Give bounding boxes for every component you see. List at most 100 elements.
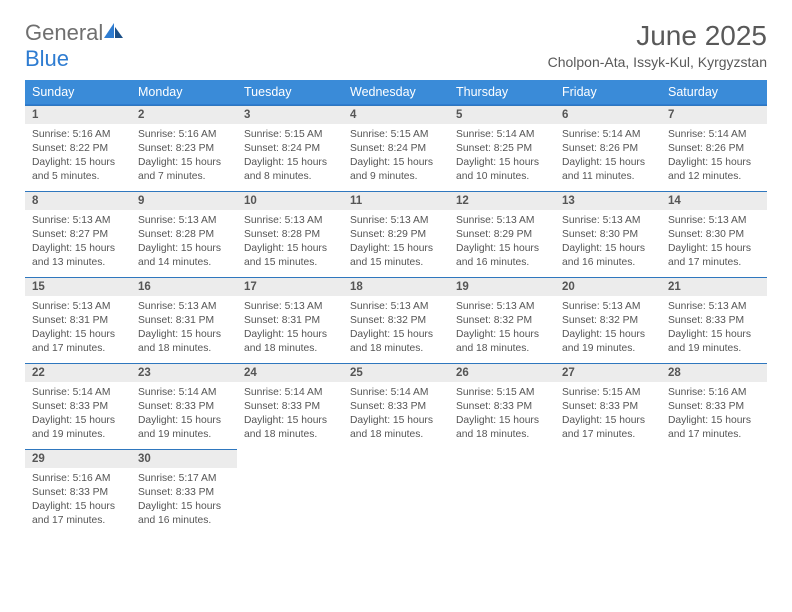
sunrise-label: Sunrise: 5:13 AM bbox=[456, 300, 548, 314]
day-number: 12 bbox=[449, 191, 555, 210]
daylight-label: Daylight: 15 hours and 18 minutes. bbox=[350, 328, 442, 356]
sunrise-label: Sunrise: 5:13 AM bbox=[244, 214, 336, 228]
sunrise-label: Sunrise: 5:13 AM bbox=[138, 300, 230, 314]
day-number: 10 bbox=[237, 191, 343, 210]
day-number: 23 bbox=[131, 363, 237, 382]
daylight-label: Daylight: 15 hours and 11 minutes. bbox=[562, 156, 654, 184]
sunrise-label: Sunrise: 5:14 AM bbox=[562, 128, 654, 142]
sunrise-label: Sunrise: 5:13 AM bbox=[562, 214, 654, 228]
day-number: 22 bbox=[25, 363, 131, 382]
sunrise-label: Sunrise: 5:14 AM bbox=[350, 386, 442, 400]
sunrise-label: Sunrise: 5:14 AM bbox=[668, 128, 760, 142]
sunrise-label: Sunrise: 5:15 AM bbox=[562, 386, 654, 400]
day-number: 17 bbox=[237, 277, 343, 296]
day-body: Sunrise: 5:14 AMSunset: 8:33 PMDaylight:… bbox=[343, 382, 449, 444]
sunset-label: Sunset: 8:24 PM bbox=[244, 142, 336, 156]
sunrise-label: Sunrise: 5:13 AM bbox=[138, 214, 230, 228]
calendar-cell: 21Sunrise: 5:13 AMSunset: 8:33 PMDayligh… bbox=[661, 277, 767, 363]
sunrise-label: Sunrise: 5:13 AM bbox=[350, 300, 442, 314]
daylight-label: Daylight: 15 hours and 17 minutes. bbox=[668, 242, 760, 270]
daylight-label: Daylight: 15 hours and 19 minutes. bbox=[138, 414, 230, 442]
day-number: 9 bbox=[131, 191, 237, 210]
calendar-cell: 2Sunrise: 5:16 AMSunset: 8:23 PMDaylight… bbox=[131, 105, 237, 191]
day-body: Sunrise: 5:16 AMSunset: 8:33 PMDaylight:… bbox=[25, 468, 131, 530]
sunset-label: Sunset: 8:29 PM bbox=[350, 228, 442, 242]
daylight-label: Daylight: 15 hours and 7 minutes. bbox=[138, 156, 230, 184]
day-body: Sunrise: 5:13 AMSunset: 8:28 PMDaylight:… bbox=[237, 210, 343, 272]
calendar-cell: .. bbox=[555, 449, 661, 535]
calendar-cell: 3Sunrise: 5:15 AMSunset: 8:24 PMDaylight… bbox=[237, 105, 343, 191]
sunset-label: Sunset: 8:33 PM bbox=[668, 314, 760, 328]
sunset-label: Sunset: 8:26 PM bbox=[562, 142, 654, 156]
day-number: 18 bbox=[343, 277, 449, 296]
day-number: 5 bbox=[449, 105, 555, 124]
sunrise-label: Sunrise: 5:14 AM bbox=[138, 386, 230, 400]
calendar-cell: 5Sunrise: 5:14 AMSunset: 8:25 PMDaylight… bbox=[449, 105, 555, 191]
day-body: Sunrise: 5:13 AMSunset: 8:30 PMDaylight:… bbox=[661, 210, 767, 272]
day-body: Sunrise: 5:14 AMSunset: 8:33 PMDaylight:… bbox=[25, 382, 131, 444]
sunrise-label: Sunrise: 5:15 AM bbox=[350, 128, 442, 142]
daylight-label: Daylight: 15 hours and 9 minutes. bbox=[350, 156, 442, 184]
day-body: Sunrise: 5:13 AMSunset: 8:29 PMDaylight:… bbox=[343, 210, 449, 272]
day-number: 27 bbox=[555, 363, 661, 382]
calendar-cell: 24Sunrise: 5:14 AMSunset: 8:33 PMDayligh… bbox=[237, 363, 343, 449]
sunset-label: Sunset: 8:32 PM bbox=[562, 314, 654, 328]
day-body: Sunrise: 5:17 AMSunset: 8:33 PMDaylight:… bbox=[131, 468, 237, 530]
day-body: Sunrise: 5:13 AMSunset: 8:33 PMDaylight:… bbox=[661, 296, 767, 358]
weekday-header: Monday bbox=[131, 80, 237, 105]
day-number: 14 bbox=[661, 191, 767, 210]
sunset-label: Sunset: 8:26 PM bbox=[668, 142, 760, 156]
day-number: 20 bbox=[555, 277, 661, 296]
day-body: Sunrise: 5:13 AMSunset: 8:32 PMDaylight:… bbox=[343, 296, 449, 358]
calendar-cell: 6Sunrise: 5:14 AMSunset: 8:26 PMDaylight… bbox=[555, 105, 661, 191]
daylight-label: Daylight: 15 hours and 17 minutes. bbox=[562, 414, 654, 442]
sunset-label: Sunset: 8:33 PM bbox=[138, 400, 230, 414]
day-body: Sunrise: 5:13 AMSunset: 8:31 PMDaylight:… bbox=[25, 296, 131, 358]
day-number: 6 bbox=[555, 105, 661, 124]
daylight-label: Daylight: 15 hours and 19 minutes. bbox=[668, 328, 760, 356]
day-number: 11 bbox=[343, 191, 449, 210]
day-body: Sunrise: 5:16 AMSunset: 8:22 PMDaylight:… bbox=[25, 124, 131, 186]
sunrise-label: Sunrise: 5:15 AM bbox=[456, 386, 548, 400]
daylight-label: Daylight: 15 hours and 15 minutes. bbox=[244, 242, 336, 270]
brand-blue: Blue bbox=[25, 46, 69, 71]
day-number: 15 bbox=[25, 277, 131, 296]
daylight-label: Daylight: 15 hours and 17 minutes. bbox=[668, 414, 760, 442]
sunset-label: Sunset: 8:30 PM bbox=[562, 228, 654, 242]
sunrise-label: Sunrise: 5:13 AM bbox=[32, 300, 124, 314]
page-title: June 2025 bbox=[548, 20, 767, 52]
sunset-label: Sunset: 8:31 PM bbox=[244, 314, 336, 328]
calendar-cell: 13Sunrise: 5:13 AMSunset: 8:30 PMDayligh… bbox=[555, 191, 661, 277]
sunrise-label: Sunrise: 5:16 AM bbox=[32, 472, 124, 486]
day-number: 1 bbox=[25, 105, 131, 124]
sunset-label: Sunset: 8:32 PM bbox=[350, 314, 442, 328]
day-number: 30 bbox=[131, 449, 237, 468]
sunrise-label: Sunrise: 5:13 AM bbox=[668, 300, 760, 314]
daylight-label: Daylight: 15 hours and 18 minutes. bbox=[456, 328, 548, 356]
sunset-label: Sunset: 8:32 PM bbox=[456, 314, 548, 328]
weekday-header: Friday bbox=[555, 80, 661, 105]
calendar-cell: 9Sunrise: 5:13 AMSunset: 8:28 PMDaylight… bbox=[131, 191, 237, 277]
daylight-label: Daylight: 15 hours and 5 minutes. bbox=[32, 156, 124, 184]
day-number: 16 bbox=[131, 277, 237, 296]
weekday-header: Tuesday bbox=[237, 80, 343, 105]
sunrise-label: Sunrise: 5:13 AM bbox=[32, 214, 124, 228]
sunset-label: Sunset: 8:33 PM bbox=[668, 400, 760, 414]
day-number: 13 bbox=[555, 191, 661, 210]
day-body: Sunrise: 5:13 AMSunset: 8:28 PMDaylight:… bbox=[131, 210, 237, 272]
daylight-label: Daylight: 15 hours and 12 minutes. bbox=[668, 156, 760, 184]
day-body: Sunrise: 5:14 AMSunset: 8:26 PMDaylight:… bbox=[555, 124, 661, 186]
sunset-label: Sunset: 8:28 PM bbox=[244, 228, 336, 242]
calendar-cell: .. bbox=[661, 449, 767, 535]
calendar-cell: 26Sunrise: 5:15 AMSunset: 8:33 PMDayligh… bbox=[449, 363, 555, 449]
sunset-label: Sunset: 8:30 PM bbox=[668, 228, 760, 242]
sunset-label: Sunset: 8:29 PM bbox=[456, 228, 548, 242]
calendar-cell: 25Sunrise: 5:14 AMSunset: 8:33 PMDayligh… bbox=[343, 363, 449, 449]
brand-general: General bbox=[25, 20, 103, 45]
day-number: 2 bbox=[131, 105, 237, 124]
weekday-header: Wednesday bbox=[343, 80, 449, 105]
calendar-cell: 30Sunrise: 5:17 AMSunset: 8:33 PMDayligh… bbox=[131, 449, 237, 535]
sunrise-label: Sunrise: 5:13 AM bbox=[456, 214, 548, 228]
sunrise-label: Sunrise: 5:13 AM bbox=[350, 214, 442, 228]
daylight-label: Daylight: 15 hours and 18 minutes. bbox=[456, 414, 548, 442]
